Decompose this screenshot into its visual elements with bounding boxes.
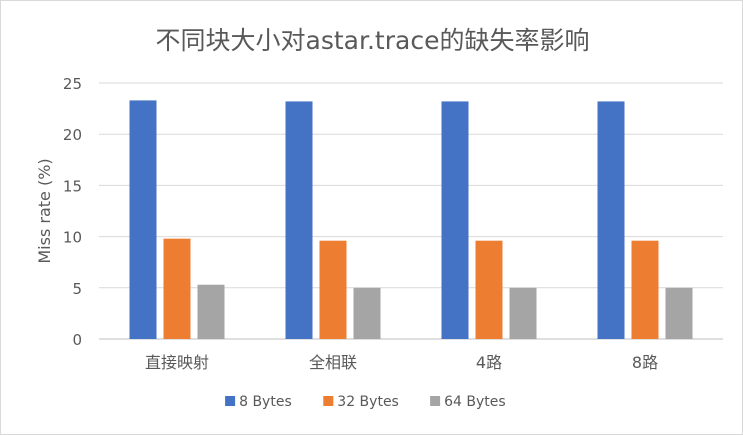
y-tick-label: 20 — [63, 126, 82, 144]
bar — [631, 240, 659, 339]
bar — [509, 287, 537, 339]
bar — [665, 287, 693, 339]
x-tick-label: 直接映射 — [145, 353, 209, 372]
legend-label: 32 Bytes — [337, 394, 399, 410]
bar — [129, 100, 157, 340]
y-axis-label: Miss rate (%) — [35, 158, 54, 263]
bar — [163, 238, 191, 339]
legend-swatch — [323, 396, 334, 406]
legend-swatch — [225, 396, 236, 406]
legend-label: 8 Bytes — [239, 394, 292, 410]
bar — [597, 101, 625, 339]
y-tick-label: 5 — [72, 280, 82, 298]
y-tick-label: 10 — [63, 229, 82, 247]
bar — [197, 284, 225, 339]
legend-swatch — [430, 396, 441, 406]
bar — [475, 240, 503, 339]
x-tick-label: 8路 — [632, 353, 658, 372]
y-tick-label: 0 — [72, 331, 82, 349]
x-tick-label: 全相联 — [309, 353, 357, 372]
bar — [319, 240, 347, 339]
y-tick-label: 25 — [63, 75, 82, 93]
bar — [441, 101, 469, 339]
x-tick-label: 4路 — [476, 353, 502, 372]
bar — [353, 287, 381, 339]
y-tick-label: 15 — [63, 177, 82, 195]
legend-label: 64 Bytes — [444, 394, 506, 410]
chart-title: 不同块大小对astar.trace的缺失率影响 — [155, 26, 590, 55]
bar — [285, 101, 313, 339]
